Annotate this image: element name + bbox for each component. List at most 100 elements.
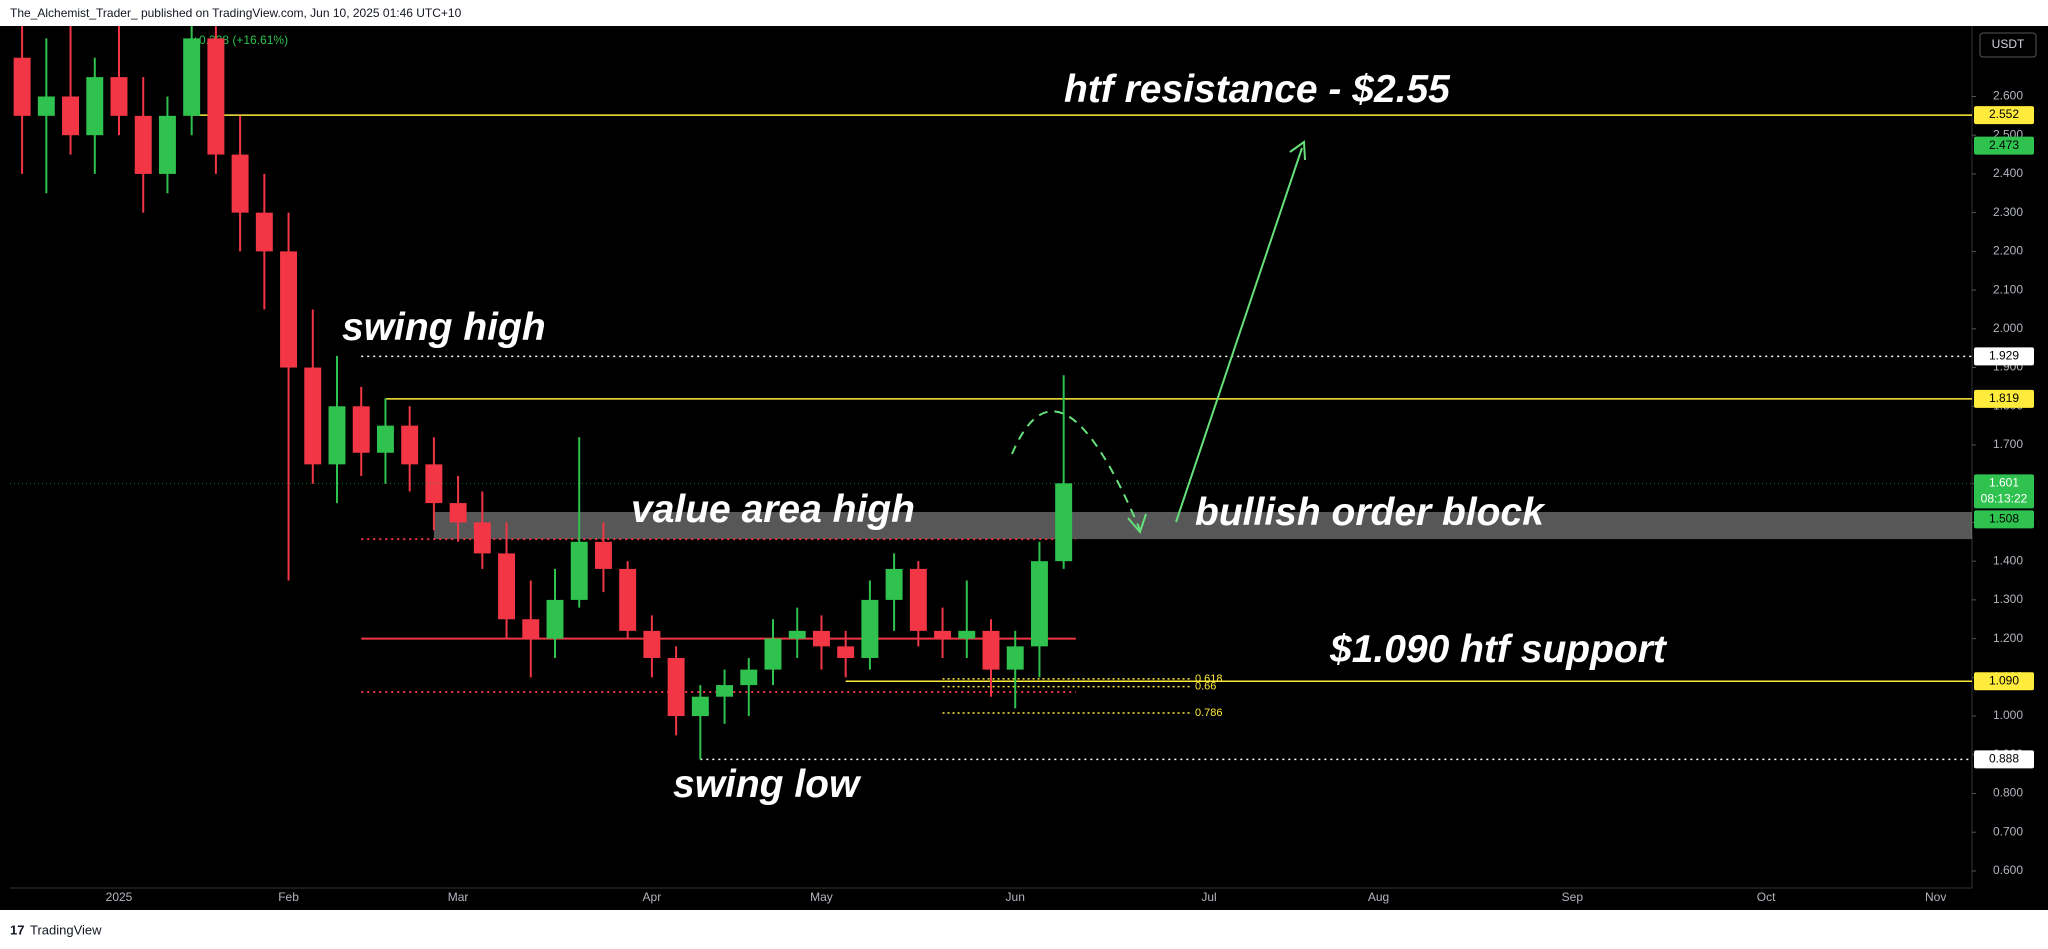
candle-body [934,630,952,639]
y-tick-label: 1.400 [1993,553,2023,567]
fib-label: 0.786 [1195,707,1223,719]
candle-body [110,77,128,116]
candle-body [1030,561,1048,647]
price-label: 2.473 [1989,138,2019,152]
candle-body [1055,483,1073,562]
candle-body [304,367,322,465]
candle-body [982,630,1000,670]
change: +0.228 (+16.61%) [192,33,288,47]
candle-body [158,115,176,174]
candle-body [861,599,879,658]
currency-box[interactable] [1979,32,2037,58]
x-tick-label: 2025 [106,890,133,904]
y-tick-label: 2.600 [1993,89,2023,103]
candle-body [37,96,55,116]
y-tick-label: 1.300 [1993,592,2023,606]
y-tick-label: 2.000 [1993,321,2023,335]
price-label: 0.888 [1989,752,2019,766]
price-label: 1.090 [1989,673,2019,687]
candle-body [13,57,31,116]
candle-body [909,568,927,631]
x-tick-label: Oct [1757,890,1776,904]
candle-body [788,630,806,639]
annotation: $1.090 htf support [1329,628,1668,671]
x-tick-label: Jul [1201,890,1216,904]
candle-body [134,115,152,174]
y-tick-label: 2.400 [1993,166,2023,180]
y-tick-label: 0.800 [1993,786,2023,800]
candle-body [885,568,903,600]
x-tick-label: Apr [643,890,662,904]
x-tick-label: Feb [278,890,299,904]
candle-body [473,522,491,554]
annotation: htf resistance - $2.55 [1064,68,1451,111]
x-tick-label: Nov [1925,890,1946,904]
y-tick-label: 0.600 [1993,863,2023,877]
candle-body [255,212,273,252]
candle-body [716,685,734,697]
last-price: 1.601 [1989,476,2019,490]
projection-head [1127,513,1147,534]
candle-body [62,96,80,136]
price-label-box [1974,389,2034,408]
candle-body [570,541,588,600]
brand: TradingView [30,922,102,937]
price-label-box [1974,672,2034,691]
annotation: bullish order block [1195,491,1546,534]
candle-body [1006,646,1024,670]
price-label: 1.929 [1989,348,2019,362]
price-label: 2.552 [1989,107,2019,121]
x-tick-label: Sep [1562,890,1584,904]
y-tick-label: 2.200 [1993,244,2023,258]
candle-body [401,425,419,465]
annotation: value area high [631,488,915,531]
brand-logo: 17 [10,922,24,937]
candle-body [740,669,758,686]
publisher: The_Alchemist_Trader_ published on Tradi… [10,6,462,20]
annotation: swing high [342,306,546,349]
candle-body [667,657,685,717]
candle-body [498,553,516,620]
price-label: 1.508 [1989,512,2019,526]
x-tick-label: Jun [1006,890,1025,904]
candle-body [643,630,661,658]
footer-bar [0,910,2048,949]
currency[interactable]: USDT [1992,37,2025,51]
candle-body [837,646,855,658]
projection-curve [1011,410,1141,531]
price-label-box [1974,750,2034,769]
candle-body [594,541,612,569]
candle-body [86,77,104,136]
candle-body [328,406,346,465]
x-tick-label: May [810,890,833,904]
candle-body [449,503,467,523]
x-tick-label: Aug [1368,890,1389,904]
candle-body [376,425,394,453]
y-tick-label: 0.700 [1993,824,2023,838]
annotation: swing low [673,763,862,806]
candle-body [691,696,709,717]
candle-body [352,406,370,453]
candle-body [183,38,201,116]
candle-body [958,630,976,639]
header-bar [0,0,2048,26]
x-tick-label: Mar [448,890,469,904]
candle-body [280,251,298,368]
y-tick-label: 2.100 [1993,282,2023,296]
candle-body [812,630,830,647]
price-label-box [1974,136,2034,155]
arrow-head [1289,140,1306,161]
candle-body [425,464,443,504]
price-label-box [1974,510,2034,529]
price-label: 1.819 [1989,391,2019,405]
arrow [1175,147,1303,523]
plot [10,26,1972,761]
y-tick-label: 2.300 [1993,205,2023,219]
last-price-box [1974,474,2034,509]
candle-body [522,619,540,639]
candle-body [764,638,782,670]
fib-label: 0.66 [1195,681,1216,693]
countdown: 08:13:22 [1981,492,2028,506]
